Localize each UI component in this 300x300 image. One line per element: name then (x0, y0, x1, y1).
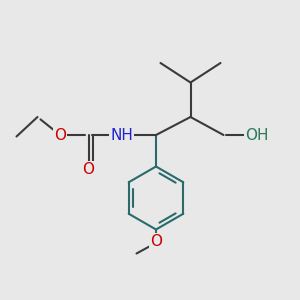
Text: OH: OH (245, 128, 268, 142)
Text: O: O (54, 128, 66, 142)
Text: NH: NH (110, 128, 133, 142)
Text: O: O (150, 234, 162, 249)
Text: O: O (82, 162, 94, 177)
